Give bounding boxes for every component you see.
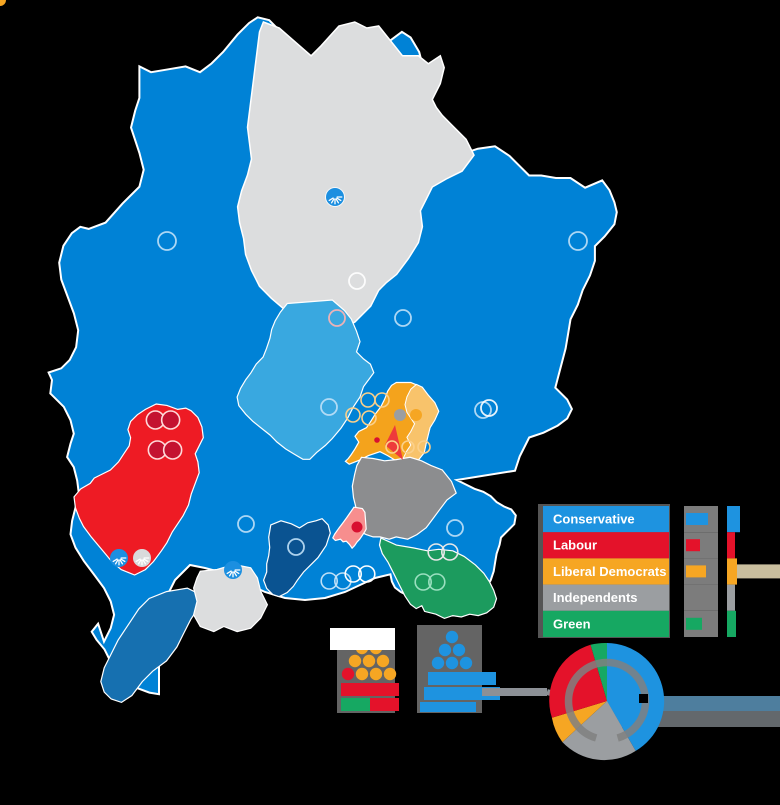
svg-text:Green: Green xyxy=(553,616,591,631)
svg-text:Conservative: Conservative xyxy=(553,512,635,527)
svg-text:Labour: Labour xyxy=(553,538,597,553)
svg-text:Liberal Democrats: Liberal Democrats xyxy=(553,564,666,579)
svg-text:Independents: Independents xyxy=(553,590,638,605)
